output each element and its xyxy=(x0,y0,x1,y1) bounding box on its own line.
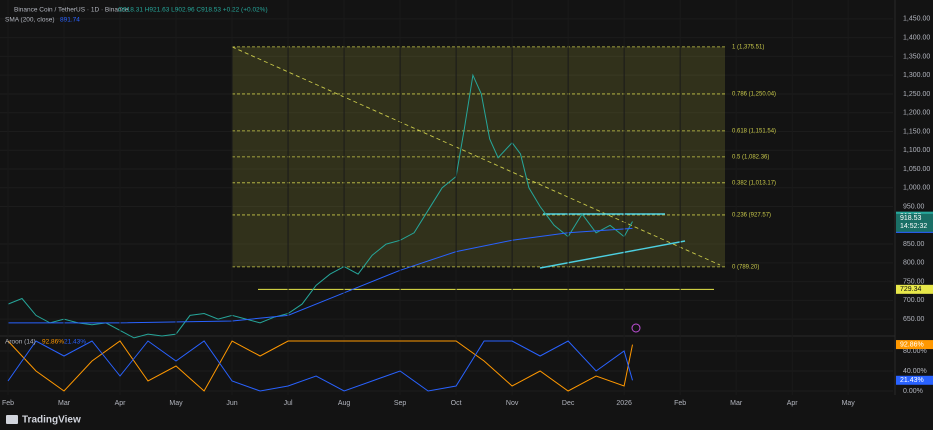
x-tick-label: Jul xyxy=(284,400,293,407)
y-tick-label: 1,450.00 xyxy=(903,16,930,23)
last-value-label: 92.86% xyxy=(900,341,924,348)
x-tick-label: Oct xyxy=(451,400,462,407)
x-tick-label: Dec xyxy=(562,400,575,407)
x-tick-label: Mar xyxy=(730,400,743,407)
y-tick-label: 1,200.00 xyxy=(903,110,930,117)
y-tick-label: 1,250.00 xyxy=(903,91,930,98)
y-tick-label: 650.00 xyxy=(903,316,925,323)
price-box-label: 729.34 xyxy=(900,286,922,293)
x-tick-label: May xyxy=(842,400,856,407)
x-tick-label: Apr xyxy=(115,400,127,407)
symbol-title: Binance Coin / TetherUS · 1D · Binance xyxy=(14,7,129,14)
y-tick-label: 850.00 xyxy=(903,241,925,248)
y-tick-label: 80.00% xyxy=(903,348,927,355)
aroon-up-value: 92.86% xyxy=(42,339,64,346)
sma-value: 891.74 xyxy=(60,17,80,24)
ohlc: O918.31 H921.63 L902.96 C918.53 +0.22 (+… xyxy=(118,7,268,14)
y-tick-label: 1,100.00 xyxy=(903,147,930,154)
y-tick-label: 700.00 xyxy=(903,297,925,304)
price-box-label: 918.53 xyxy=(900,215,922,222)
y-tick-label: 40.00% xyxy=(903,368,927,375)
last-value-box xyxy=(896,340,933,350)
sma-legend: SMA (200, close) xyxy=(5,17,55,24)
trend-line xyxy=(231,46,721,266)
price-box xyxy=(896,213,933,232)
x-tick-label: Nov xyxy=(506,400,519,407)
fib-label: 0.786 (1,250.04) xyxy=(732,92,776,98)
fib-label: 0.618 (1,151.54) xyxy=(732,128,776,134)
x-tick-label: 2026 xyxy=(616,400,632,407)
fib-label: 0.5 (1,082.36) xyxy=(732,154,769,160)
x-tick-label: Sep xyxy=(394,400,407,407)
y-tick-label: 1,000.00 xyxy=(903,185,930,192)
x-tick-label: Feb xyxy=(2,400,14,407)
y-tick-label: 1,150.00 xyxy=(903,128,930,135)
x-tick-label: May xyxy=(169,400,183,407)
y-tick-label: 0.00% xyxy=(903,388,923,395)
y-tick-label: 800.00 xyxy=(903,260,925,267)
y-tick-label: 750.00 xyxy=(903,278,925,285)
y-tick-label: 950.00 xyxy=(903,203,925,210)
x-tick-label: Aug xyxy=(338,400,351,407)
fib-label: 0.382 (1,013.17) xyxy=(732,180,776,186)
aroon-legend: Aroon (14) xyxy=(5,339,36,346)
alert-icon[interactable] xyxy=(631,323,641,333)
series-line xyxy=(7,340,633,392)
fib-label: 0 (789.20) xyxy=(732,264,759,270)
logo-mark xyxy=(6,415,18,424)
x-tick-label: Mar xyxy=(58,400,71,407)
logo: TradingView xyxy=(6,415,81,426)
series-line xyxy=(7,340,633,392)
x-tick-label: Jun xyxy=(226,400,237,407)
fib-label: 0.236 (927.57) xyxy=(732,213,771,219)
x-tick-label: Feb xyxy=(674,400,686,407)
price-box xyxy=(896,284,933,294)
y-tick-label: 1,050.00 xyxy=(903,166,930,173)
support-line xyxy=(539,240,686,269)
brand: TradingView xyxy=(22,415,81,426)
y-tick-label: 1,300.00 xyxy=(903,72,930,79)
aroon-down-value: 21.43% xyxy=(64,339,86,346)
plot-area xyxy=(7,46,725,392)
last-value-box xyxy=(896,375,933,385)
x-tick-label: Apr xyxy=(787,400,799,407)
y-tick-label: 1,400.00 xyxy=(903,34,930,41)
countdown: 14:52:32 xyxy=(900,223,927,230)
last-value-label: 21.43% xyxy=(900,377,924,384)
y-tick-label: 1,350.00 xyxy=(903,53,930,60)
fib-label: 1 (1,375.51) xyxy=(732,44,764,50)
